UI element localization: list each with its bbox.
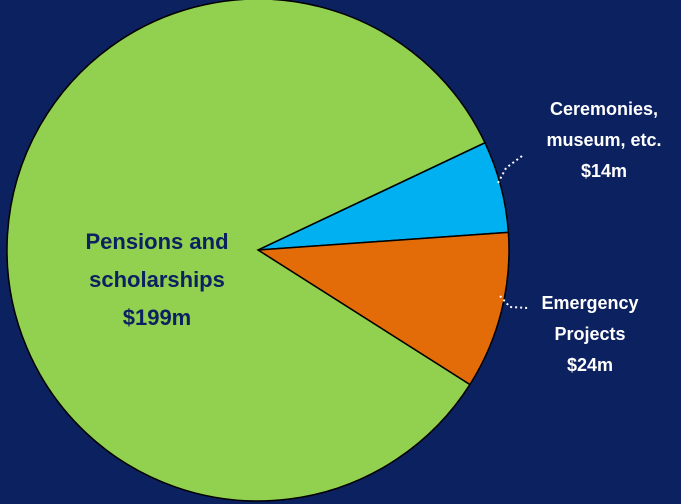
label-emergency-line2: Projects [554,324,625,344]
label-ceremonies-line2: museum, etc. [546,130,661,150]
label-emergency: Emergency Projects $24m [541,293,638,375]
leader-line-ceremonies [497,155,523,184]
leader-line-emergency [499,295,529,309]
label-pensions-line2: scholarships [89,267,225,292]
label-pensions-line1: Pensions and [85,229,228,254]
label-ceremonies-line1: Ceremonies, [550,99,658,119]
label-pensions-value: $199m [123,305,192,330]
label-emergency-line1: Emergency [541,293,638,313]
label-ceremonies-value: $14m [581,161,627,181]
label-pensions: Pensions and scholarships $199m [85,229,228,330]
label-ceremonies: Ceremonies, museum, etc. $14m [546,99,661,181]
slice-emergency [255,231,510,386]
label-emergency-value: $24m [567,355,613,375]
slice-pensions [6,0,486,502]
pie-slices [6,0,510,502]
